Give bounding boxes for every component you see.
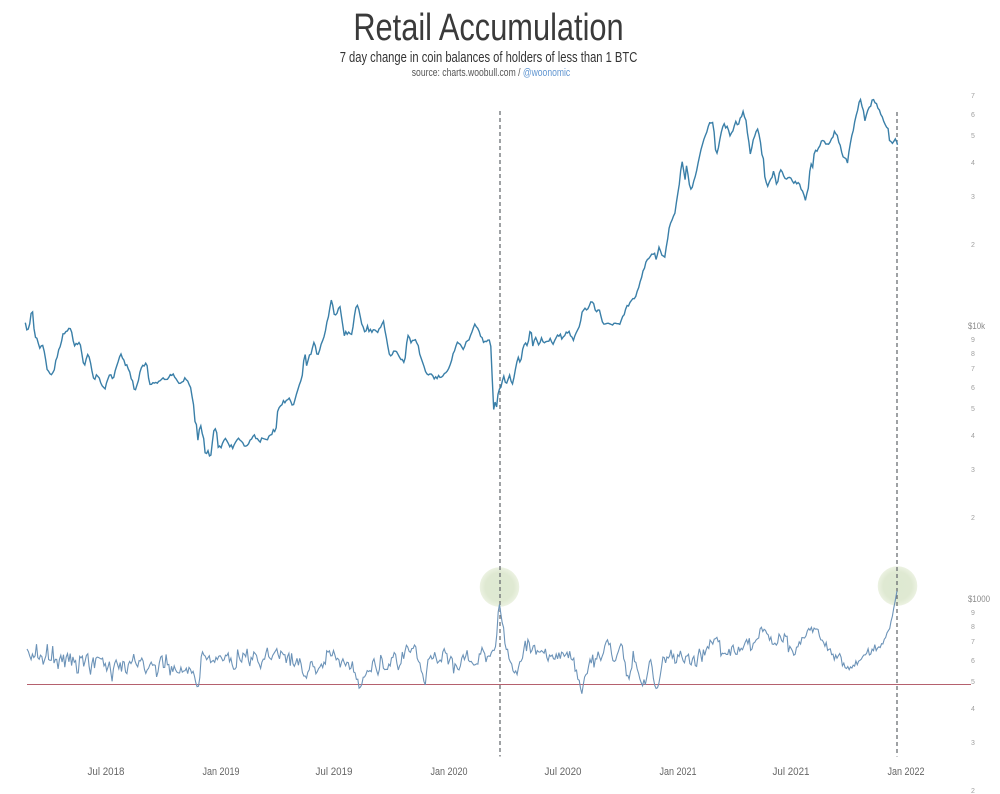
- svg-text:Jan 2022: Jan 2022: [888, 766, 925, 778]
- svg-text:Jul 2021: Jul 2021: [773, 766, 810, 778]
- svg-text:Jan 2020: Jan 2020: [431, 766, 468, 778]
- svg-text:$1000: $1000: [968, 594, 990, 604]
- svg-text:6: 6: [971, 385, 975, 392]
- svg-text:3: 3: [971, 740, 975, 747]
- svg-text:9: 9: [971, 337, 975, 344]
- svg-text:9: 9: [971, 610, 975, 617]
- svg-text:8: 8: [971, 624, 975, 631]
- svg-text:6: 6: [971, 112, 975, 119]
- svg-text:7: 7: [971, 366, 975, 373]
- svg-text:Jul 2018: Jul 2018: [88, 766, 125, 778]
- svg-text:$10k: $10k: [968, 321, 985, 331]
- svg-text:4: 4: [971, 706, 975, 713]
- svg-text:2: 2: [971, 515, 975, 522]
- svg-text:6: 6: [971, 658, 975, 665]
- svg-text:5: 5: [971, 679, 975, 686]
- svg-text:Jul 2019: Jul 2019: [316, 766, 353, 778]
- svg-text:Jan 2019: Jan 2019: [203, 766, 240, 778]
- svg-text:4: 4: [971, 160, 975, 167]
- svg-text:7: 7: [971, 639, 975, 646]
- svg-text:2: 2: [971, 242, 975, 249]
- svg-text:5: 5: [971, 133, 975, 140]
- svg-text:3: 3: [971, 467, 975, 474]
- svg-text:Jul 2020: Jul 2020: [545, 766, 582, 778]
- svg-text:3: 3: [971, 194, 975, 201]
- svg-text:5: 5: [971, 406, 975, 413]
- svg-text:8: 8: [971, 351, 975, 358]
- svg-text:4: 4: [971, 433, 975, 440]
- svg-text:2: 2: [971, 788, 975, 794]
- svg-text:7: 7: [971, 93, 975, 100]
- svg-text:Jan 2021: Jan 2021: [660, 766, 697, 778]
